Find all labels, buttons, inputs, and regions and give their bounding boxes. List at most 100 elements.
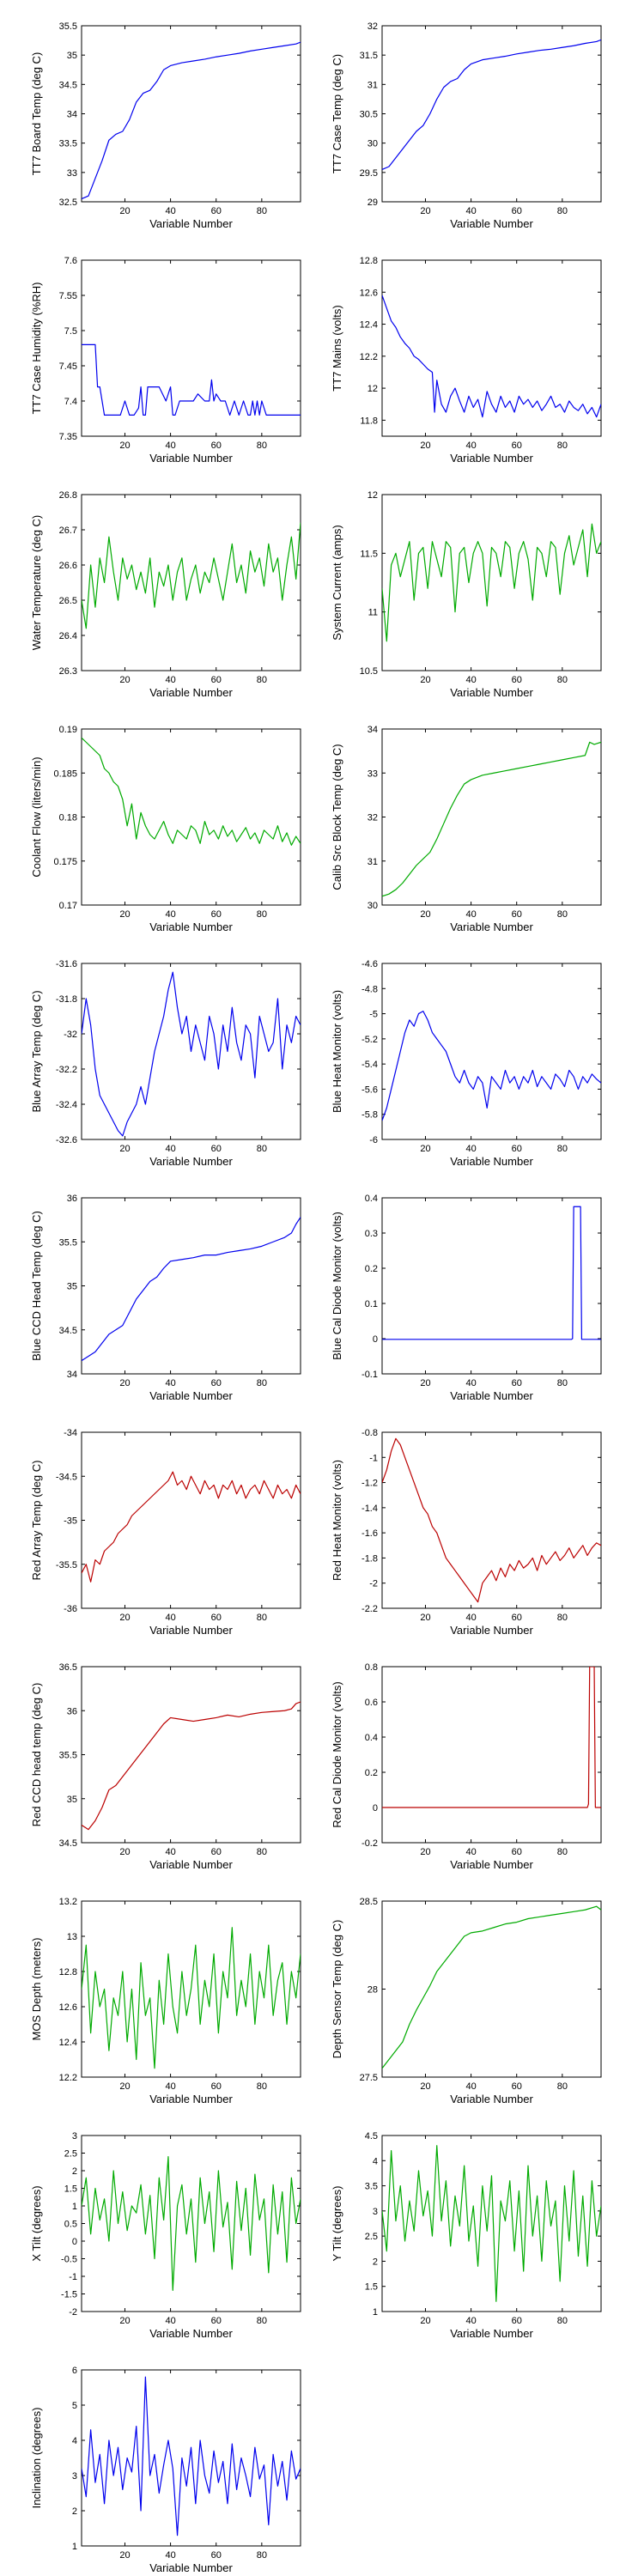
y-tick-label: 12.8	[360, 256, 378, 266]
plot-frame	[381, 1900, 602, 2078]
y-tick-label: 30	[368, 139, 378, 149]
y-tick-label: -1.6	[361, 1528, 378, 1539]
x-tick-label: 80	[557, 2081, 568, 2092]
x-tick-label: 60	[211, 1378, 222, 1388]
plot-frame	[381, 2135, 602, 2312]
y-tick-label: -34	[64, 1428, 77, 1438]
y-tick-label: 29	[368, 197, 378, 208]
series-line	[382, 2145, 601, 2302]
y-tick-label: 32	[368, 21, 378, 32]
y-tick-label: 31	[368, 857, 378, 867]
plot-frame	[81, 728, 301, 906]
chart-18: 20 40 60 80 27.5 28 28.5 Variable Number Depth S…	[331, 1897, 602, 2105]
x-tick-label: 40	[465, 1378, 476, 1388]
plot-frame	[381, 1431, 602, 1609]
y-tick-label: 0.1	[365, 1299, 378, 1309]
y-tick-label: 0.3	[365, 1229, 378, 1239]
x-tick-label: 80	[557, 1378, 568, 1388]
x-axis-label: Variable Number	[149, 1155, 233, 1168]
y-axis-label: TT7 Board Temp (deg C)	[30, 52, 43, 176]
x-tick-label: 40	[165, 1144, 175, 1154]
x-tick-label: 40	[465, 206, 476, 216]
y-tick-label: 12.8	[59, 1967, 77, 1978]
y-tick-label: 5	[72, 2401, 77, 2411]
x-tick-label: 80	[257, 440, 267, 451]
y-axis-label: Blue CCD Head Temp (deg C)	[30, 1211, 43, 1361]
x-axis-label: Variable Number	[149, 686, 233, 699]
y-tick-label: 3	[72, 2471, 77, 2482]
x-tick-label: 20	[119, 675, 130, 685]
y-tick-label: 7.55	[59, 291, 77, 301]
x-tick-label: 20	[420, 1378, 430, 1388]
y-tick-label: 7.5	[64, 326, 77, 337]
y-axis-label: Water Temperature (deg C)	[30, 515, 43, 651]
chart-11: 20 40 60 80 34 34.5 35 35.5 36 Variable Number Blu…	[30, 1194, 301, 1402]
y-tick-label: -0.1	[361, 1370, 378, 1380]
x-tick-label: 80	[557, 1144, 568, 1154]
y-tick-label: 35.5	[59, 1751, 77, 1761]
y-tick-label: 34.5	[59, 1838, 77, 1849]
y-tick-label: -0.8	[361, 1428, 378, 1438]
y-tick-label: 2	[373, 2257, 378, 2267]
x-tick-label: 40	[165, 675, 175, 685]
y-tick-label: 28.5	[360, 1897, 378, 1907]
x-tick-label: 60	[211, 2081, 222, 2092]
y-tick-label: 35	[67, 1795, 77, 1805]
y-tick-label: 7.6	[64, 256, 77, 266]
y-tick-label: 12.2	[59, 2073, 77, 2083]
y-tick-label: -5.2	[361, 1035, 378, 1045]
y-tick-label: 7.45	[59, 361, 77, 372]
chart-15: 20 40 60 80 34.5 35 35.5 36 36.5 Variable Number R…	[30, 1662, 301, 1871]
y-tick-label: -1	[369, 1453, 378, 1463]
series-line	[82, 1217, 301, 1362]
x-tick-label: 80	[557, 206, 568, 216]
y-tick-label: -1.2	[361, 1479, 378, 1489]
plot-frame	[81, 494, 301, 671]
y-tick-label: 0.19	[59, 725, 77, 735]
y-tick-label: -1.8	[361, 1553, 378, 1564]
chart-6: 20 40 60 80 10.5 11 11.5 12 Variable Number Syste…	[331, 490, 602, 699]
y-axis-label: Blue Heat Monitor (volts)	[331, 990, 343, 1113]
y-tick-label: 32.5	[59, 197, 77, 208]
y-tick-label: 11.5	[360, 549, 378, 559]
y-tick-label: 35.5	[59, 21, 77, 32]
series-line	[382, 1905, 601, 2069]
x-tick-label: 80	[557, 1613, 568, 1623]
x-tick-label: 80	[257, 1847, 267, 1857]
plot-frame	[81, 1197, 301, 1375]
chart-1: 20 40 60 80 32.5 33 33.5 34 34.5 35 35.5 Variable N…	[30, 21, 301, 230]
x-tick-label: 20	[420, 440, 430, 451]
series-line	[382, 523, 601, 642]
x-tick-label: 80	[557, 2316, 568, 2326]
x-tick-label: 20	[119, 2316, 130, 2326]
x-tick-label: 80	[257, 1378, 267, 1388]
x-tick-label: 20	[420, 675, 430, 685]
y-tick-label: 1	[373, 2307, 378, 2318]
y-tick-label: 2	[72, 2506, 77, 2517]
x-tick-label: 20	[420, 206, 430, 216]
y-axis-label: Depth Sensor Temp (deg C)	[331, 1920, 343, 2059]
y-tick-label: 35.5	[59, 1237, 77, 1248]
y-tick-label: 0	[72, 2237, 77, 2247]
plot-frame	[381, 25, 602, 203]
y-tick-label: 28	[368, 1985, 378, 1996]
x-axis-label: Variable Number	[149, 1389, 233, 1402]
x-tick-label: 60	[512, 1378, 522, 1388]
chart-9: 20 40 60 80 -32.6 -32.4 -32.2 -32 -31.8 -31.6 Vari…	[30, 959, 301, 1168]
y-tick-label: 0.6	[365, 1698, 378, 1708]
x-tick-label: 80	[257, 206, 267, 216]
y-tick-label: -5.4	[361, 1060, 378, 1070]
series-line	[382, 295, 601, 418]
x-axis-label: Variable Number	[450, 452, 533, 465]
x-axis-label: Variable Number	[149, 1624, 233, 1637]
x-tick-label: 20	[420, 1847, 430, 1857]
x-tick-label: 60	[211, 206, 222, 216]
series-line	[82, 1471, 301, 1583]
y-tick-label: 30.5	[360, 110, 378, 120]
y-tick-label: 2.5	[64, 2149, 77, 2160]
x-tick-label: 60	[211, 675, 222, 685]
series-line	[382, 1667, 601, 1808]
y-tick-label: 1.5	[365, 2282, 378, 2293]
x-tick-label: 40	[165, 1847, 175, 1857]
x-tick-label: 80	[257, 909, 267, 920]
